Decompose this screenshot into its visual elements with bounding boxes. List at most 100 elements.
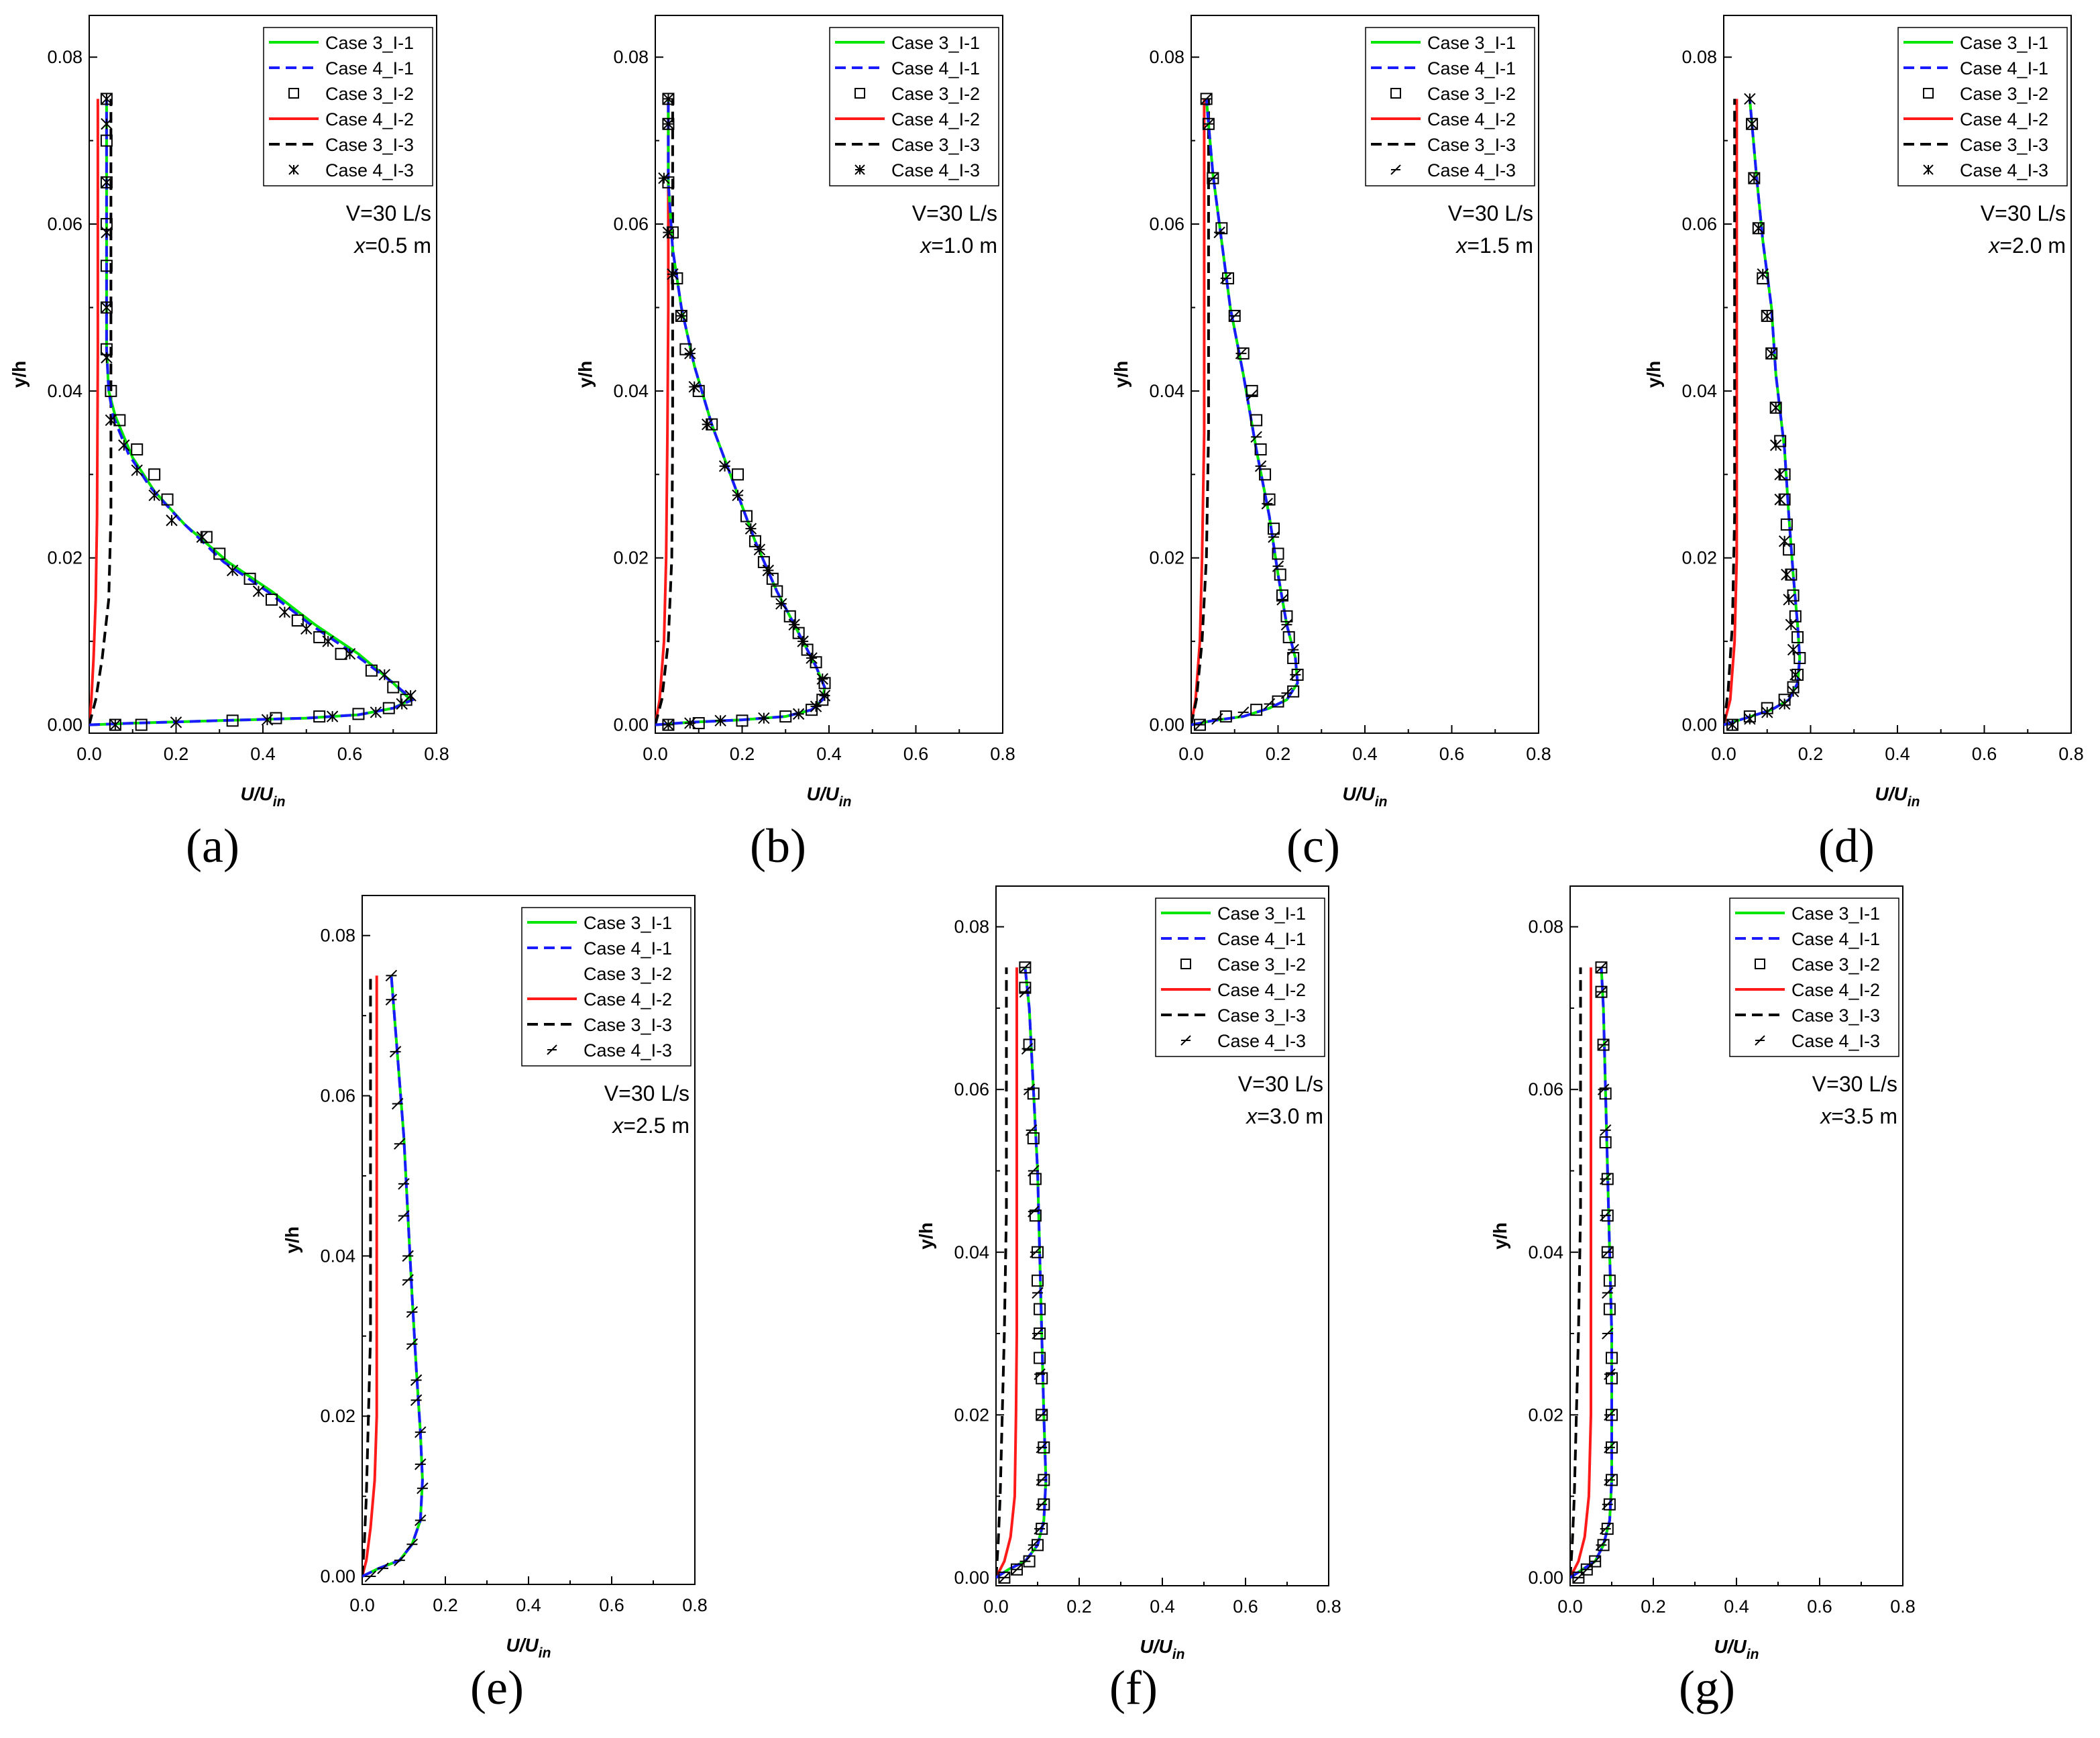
legend-label: Case 4_I-3 bbox=[1427, 160, 1516, 180]
data-point bbox=[757, 555, 770, 568]
data-point bbox=[166, 514, 178, 527]
panel-label: (f) bbox=[1109, 1661, 1158, 1715]
annotation-flow: V=30 L/s bbox=[1812, 1072, 1897, 1096]
legend-label: Case 4_I-1 bbox=[584, 938, 672, 959]
legend-label: Case 4_I-2 bbox=[584, 989, 672, 1010]
annotation-position-var: x bbox=[353, 233, 366, 258]
legend-label: Case 3_I-3 bbox=[1217, 1006, 1306, 1026]
x-axis-label-subscript: in bbox=[1172, 1647, 1185, 1662]
y-tick-label: 0.00 bbox=[47, 715, 82, 735]
plot-data bbox=[1724, 93, 1806, 731]
data-point bbox=[816, 694, 829, 706]
legend-label: Case 3_I-1 bbox=[1960, 33, 2048, 53]
data-point bbox=[406, 1306, 419, 1318]
series-line bbox=[1570, 967, 1592, 1578]
x-tick-label: 0.8 bbox=[1890, 1596, 1916, 1617]
data-point bbox=[1289, 669, 1302, 681]
legend-label: Case 3_I-1 bbox=[325, 33, 414, 53]
legend-label: Case 4_I-1 bbox=[1427, 58, 1516, 78]
data-point bbox=[1023, 1083, 1036, 1095]
y-tick-label: 0.08 bbox=[1149, 47, 1184, 67]
plot-data bbox=[996, 961, 1050, 1584]
y-tick-label: 0.00 bbox=[1528, 1568, 1563, 1588]
data-point bbox=[1263, 493, 1276, 506]
x-tick-label: 0.2 bbox=[1266, 744, 1291, 764]
data-point bbox=[788, 618, 800, 631]
annotation-flow: V=30 L/s bbox=[346, 201, 431, 225]
legend-box bbox=[1897, 27, 2068, 186]
legend-label: Case 3_I-3 bbox=[1427, 135, 1516, 155]
data-point bbox=[1774, 468, 1786, 481]
x-tick-label: 0.2 bbox=[164, 744, 189, 764]
data-point bbox=[1781, 568, 1793, 581]
data-point bbox=[101, 351, 113, 364]
y-tick-label: 0.04 bbox=[47, 381, 82, 401]
data-point bbox=[758, 712, 770, 724]
legend-label: Case 3_I-1 bbox=[1791, 904, 1880, 924]
data-point bbox=[1028, 1205, 1040, 1217]
data-point bbox=[1597, 1038, 1610, 1051]
data-point bbox=[1787, 686, 1800, 698]
data-point bbox=[671, 272, 683, 284]
x-tick-label: 0.6 bbox=[1233, 1596, 1258, 1617]
legend-swatch bbox=[1755, 959, 1765, 969]
data-point bbox=[365, 664, 378, 677]
legend-box bbox=[829, 27, 999, 186]
y-axis-label: y/h bbox=[282, 1226, 302, 1253]
series-line bbox=[89, 99, 416, 726]
data-point bbox=[326, 710, 339, 722]
series-line bbox=[655, 99, 826, 726]
data-point bbox=[1595, 1539, 1608, 1552]
data-point bbox=[1028, 1539, 1040, 1552]
annotation-flow: V=30 L/s bbox=[1981, 201, 2066, 225]
data-point bbox=[667, 268, 679, 280]
data-point bbox=[278, 606, 291, 618]
series-line bbox=[1724, 99, 1736, 725]
data-point bbox=[1780, 518, 1793, 531]
data-point bbox=[1287, 643, 1299, 656]
x-tick-label: 0.2 bbox=[730, 744, 755, 764]
data-point bbox=[1769, 402, 1782, 414]
data-point bbox=[775, 598, 787, 610]
data-point bbox=[1036, 1474, 1048, 1486]
y-tick-label: 0.08 bbox=[47, 47, 82, 67]
data-point bbox=[161, 493, 174, 506]
data-point bbox=[291, 614, 304, 627]
data-point bbox=[1254, 443, 1267, 455]
data-point bbox=[1604, 1409, 1616, 1421]
data-point bbox=[1211, 713, 1223, 725]
annotation-position-value: =1.5 m bbox=[1467, 233, 1533, 258]
data-point bbox=[101, 226, 113, 239]
x-tick-label: 0.2 bbox=[433, 1595, 458, 1615]
data-point bbox=[1280, 610, 1293, 622]
data-point bbox=[732, 489, 744, 502]
data-point bbox=[1789, 669, 1802, 681]
legend-swatch bbox=[288, 88, 299, 99]
y-tick-label: 0.04 bbox=[320, 1246, 355, 1266]
y-tick-label: 0.06 bbox=[613, 214, 649, 234]
data-point bbox=[779, 710, 792, 723]
series-line bbox=[996, 967, 1048, 1579]
legend-swatch bbox=[288, 164, 299, 175]
legend-box bbox=[521, 907, 692, 1067]
data-point bbox=[1034, 1368, 1046, 1380]
x-tick-label: 0.6 bbox=[599, 1595, 624, 1615]
y-axis-label: y/h bbox=[1643, 361, 1664, 388]
y-tick-label: 0.04 bbox=[1149, 381, 1184, 401]
data-point bbox=[1602, 1287, 1614, 1299]
x-tick-label: 0.6 bbox=[1807, 1596, 1832, 1617]
data-point bbox=[387, 681, 400, 694]
x-tick-label: 0.0 bbox=[76, 744, 102, 764]
data-point bbox=[1250, 431, 1262, 443]
legend-box bbox=[263, 27, 433, 186]
annotation-position-var: x bbox=[1245, 1104, 1258, 1128]
data-point bbox=[105, 384, 117, 397]
data-point bbox=[1744, 93, 1756, 105]
x-axis-label: U/Uin bbox=[807, 783, 852, 810]
x-axis-label: U/Uin bbox=[1875, 783, 1920, 810]
x-tick-label: 0.8 bbox=[990, 744, 1015, 764]
series-line bbox=[362, 975, 372, 1577]
y-tick-label: 0.02 bbox=[1149, 548, 1184, 568]
data-point bbox=[1021, 1042, 1034, 1055]
